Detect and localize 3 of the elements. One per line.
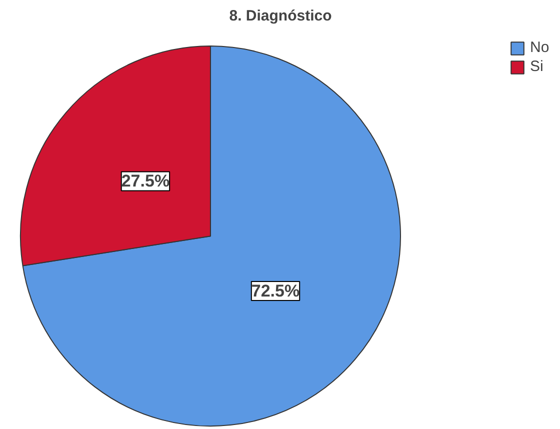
legend-label: No bbox=[530, 39, 550, 56]
legend-label: Si bbox=[530, 58, 544, 75]
chart-title: 8. Diagnóstico bbox=[229, 8, 332, 24]
